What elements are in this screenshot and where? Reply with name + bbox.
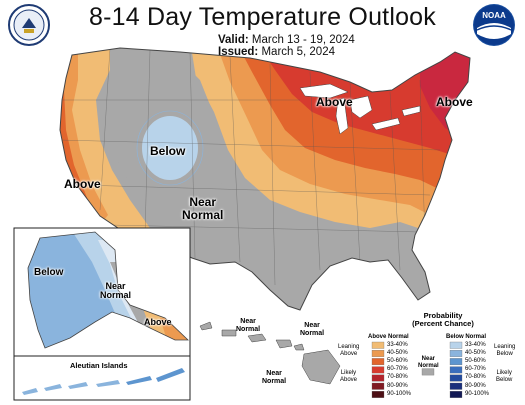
- legend-below-bin: 33-40%: [465, 341, 486, 348]
- label-above-west-coast: Above: [64, 177, 101, 191]
- legend-below-swatch: [449, 391, 463, 398]
- legend-title: Probability (Percent Chance): [388, 311, 498, 329]
- legend-near-swatch: [421, 368, 435, 376]
- legend-above-word: Above: [340, 376, 358, 383]
- alaska-outline: [27, 231, 189, 349]
- legend-above-word: Above: [340, 350, 358, 357]
- legend-title-line1: Probability: [423, 311, 463, 320]
- normal-line: Normal: [300, 329, 325, 337]
- label-above-great-lakes: Above: [316, 95, 353, 109]
- legend-below-header: Below Normal: [446, 334, 487, 340]
- legend-above-bin: 40-50%: [387, 349, 408, 356]
- hawaii-islands: [199, 321, 341, 385]
- legend-above-swatch: [371, 358, 385, 366]
- issued-label: Issued:: [218, 46, 259, 58]
- legend-below-bin: 70-80%: [465, 374, 486, 381]
- legend-below-bin: 90-100%: [465, 390, 490, 397]
- great-lakes: [299, 83, 421, 135]
- legend-below-swatch: [449, 374, 463, 382]
- legend-below-word: Below: [496, 350, 513, 357]
- normal-line: Normal: [262, 377, 287, 385]
- issued-value: March 5, 2024: [261, 46, 335, 58]
- valid-value: March 13 - 19, 2024: [251, 34, 355, 46]
- legend-likely-above: Likely Above: [340, 370, 357, 383]
- legend-above-swatch: [371, 391, 385, 398]
- state-boundaries: [60, 48, 441, 286]
- legend-above-bin: 60-70%: [387, 366, 408, 373]
- normal-line: Normal: [182, 207, 224, 222]
- legend-below-bin: 80-90%: [465, 382, 486, 389]
- legend-below-swatch: [449, 341, 463, 349]
- legend-leaning-above: Leaning Above: [338, 344, 359, 357]
- legend-swatches: [371, 341, 463, 398]
- label-alaska-above: Above: [144, 317, 172, 327]
- label-hawaii-near-b: Near Normal: [300, 322, 324, 337]
- legend-below-swatch: [449, 382, 463, 390]
- legend-above-bin: 70-80%: [387, 374, 408, 381]
- legend-leaning-word: Leaning: [494, 344, 516, 350]
- normal-line: Normal: [236, 325, 261, 333]
- label-below-rockies: Below: [150, 144, 186, 158]
- legend-likely-below: Likely Below: [496, 370, 512, 383]
- legend-above-bin: 33-40%: [387, 341, 408, 348]
- legend-above-bin: 80-90%: [387, 382, 408, 389]
- legend-near-word: Near: [421, 356, 435, 362]
- legend-above-bin: 50-60%: [387, 357, 408, 364]
- issued-date: Issued: March 5, 2024: [218, 46, 335, 58]
- label-alaska-below: Below: [34, 267, 64, 278]
- normal-line: Normal: [100, 290, 132, 301]
- legend-below-bin: 50-60%: [465, 357, 486, 364]
- aleutian-islands: [22, 368, 185, 395]
- near-line: Near: [105, 281, 126, 291]
- legend-below-swatch: [449, 350, 463, 357]
- legend-below-swatch: [449, 358, 463, 366]
- legend-above-header: Above Normal: [368, 334, 409, 340]
- legend-above-swatch: [371, 366, 385, 374]
- legend-leaning-word: Leaning: [338, 344, 360, 350]
- noaa-logo-icon: NOAA: [473, 4, 515, 46]
- legend-below-bin: 40-50%: [465, 349, 486, 356]
- legend-below-bin: 60-70%: [465, 366, 486, 373]
- label-above-northeast: Above: [436, 95, 473, 109]
- valid-label: Valid:: [218, 34, 249, 46]
- page-title: 8-14 Day Temperature Outlook: [89, 3, 436, 31]
- legend-above-swatch: [371, 374, 385, 382]
- legend-near-normal: Near Normal: [418, 356, 439, 369]
- legend-below-word: Below: [496, 376, 513, 383]
- near-line: Near: [266, 370, 282, 377]
- legend-above-swatch: [371, 350, 385, 357]
- legend-title-line2: (Percent Chance): [412, 319, 474, 329]
- valid-dates: Valid: March 13 - 19, 2024: [218, 34, 355, 46]
- near-line: Near: [304, 322, 320, 329]
- legend-likely-word: Likely: [340, 370, 357, 376]
- noaa-logo-text: NOAA: [482, 11, 506, 20]
- legend-leaning-below: Leaning Below: [494, 344, 515, 357]
- legend-above-swatch: [371, 341, 385, 349]
- label-near-normal-southwest: Near Normal: [182, 196, 223, 221]
- legend-normal-word: Normal: [418, 362, 439, 369]
- commerce-seal-icon: [8, 4, 50, 46]
- label-hawaii-near-c: Near Normal: [262, 370, 286, 385]
- legend-above-bin: 90-100%: [387, 390, 412, 397]
- legend-below-swatch: [449, 366, 463, 374]
- label-hawaii-near-a: Near Normal: [236, 318, 260, 333]
- legend-above-swatch: [371, 382, 385, 390]
- near-line: Near: [189, 195, 217, 209]
- legend-likely-word: Likely: [496, 370, 512, 376]
- label-alaska-near-normal: Near Normal: [100, 281, 132, 301]
- near-line: Near: [240, 318, 256, 325]
- label-aleutian: Aleutian Islands: [70, 361, 128, 370]
